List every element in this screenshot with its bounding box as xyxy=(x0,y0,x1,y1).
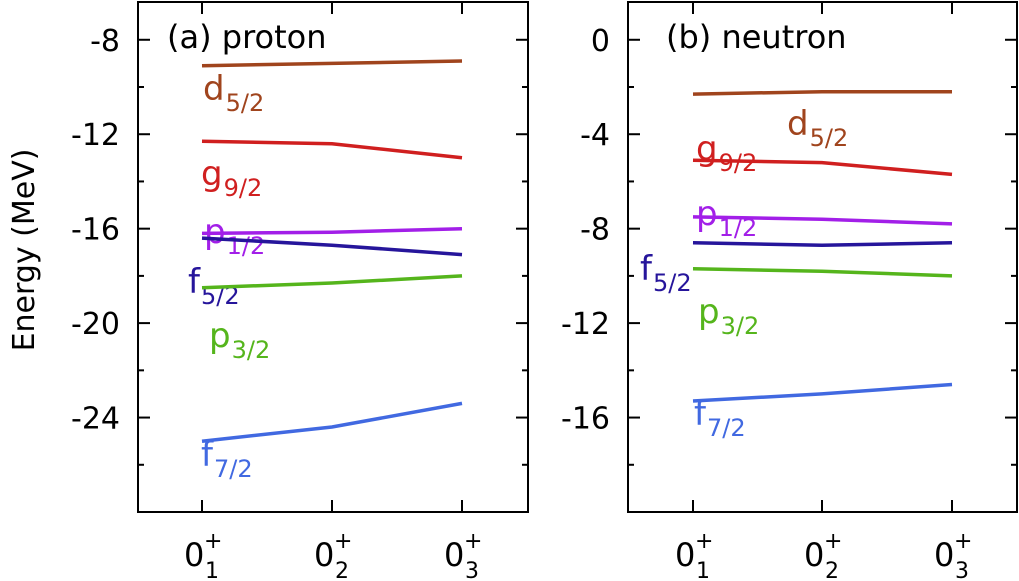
series-label: f7/2 xyxy=(201,435,253,483)
series-line-g9-2 xyxy=(692,158,953,177)
x-tick-label-sub: 2 xyxy=(825,559,839,581)
x-tick-label: 0 xyxy=(314,536,334,574)
y-tick-label: 0 xyxy=(591,24,610,59)
x-tick-label: 0 xyxy=(184,536,204,574)
series-label: d5/2 xyxy=(203,69,264,117)
series-line-d5-2 xyxy=(692,89,952,96)
series-label-sub: 9/2 xyxy=(224,174,263,202)
y-tick-label: -12 xyxy=(561,307,610,342)
series-label-sub: 9/2 xyxy=(719,149,758,177)
series-label: g9/2 xyxy=(201,154,262,202)
series-line-f5-2 xyxy=(201,236,463,257)
series-label-sub: 5/2 xyxy=(810,124,849,152)
x-tick-label-sup: + xyxy=(204,529,222,554)
x-tick-label-sup: + xyxy=(334,529,352,554)
x-tick-label-sup: + xyxy=(954,529,972,554)
series-line-g9-2 xyxy=(201,139,463,160)
y-tick-label: -8 xyxy=(580,213,610,248)
y-tick-label: -16 xyxy=(561,402,610,437)
series-label: g9/2 xyxy=(696,129,757,177)
series-label-sub: 3/2 xyxy=(721,312,760,340)
x-tick-label-sub: 3 xyxy=(955,559,969,581)
panel-title: (b) neutron xyxy=(666,18,847,56)
panel-title: (a) proton xyxy=(167,18,327,56)
panel-neutron: 0-4-8-12-160 +1 0 +2 0 +3(b) neutrond5/2g9/2p… xyxy=(561,1,1018,581)
series-line-d5-2 xyxy=(201,59,463,68)
series-label: d5/2 xyxy=(787,104,848,152)
x-tick-label-sub: 1 xyxy=(205,559,219,581)
series-line-p1-2 xyxy=(201,226,463,236)
y-tick-label: -16 xyxy=(71,213,120,248)
series-line-f7-2 xyxy=(201,401,463,443)
series-label-sub: 5/2 xyxy=(226,89,265,117)
y-axis-title: Energy (MeV) xyxy=(7,149,42,352)
x-tick-label: 0 xyxy=(675,536,695,574)
series-label: p1/2 xyxy=(204,212,265,260)
x-tick-label-sup: + xyxy=(464,529,482,554)
series-line-p1-2 xyxy=(692,215,953,226)
series-label-sub: 7/2 xyxy=(214,455,253,483)
x-tick-label-sup: + xyxy=(695,529,713,554)
series-line-p3-2 xyxy=(692,267,953,278)
series-line-p3-2 xyxy=(201,274,463,290)
panel-proton: -8-12-16-20-240 +1 0 +2 0 +3(a) protond5/2g9/… xyxy=(71,1,529,581)
series-line-f7-2 xyxy=(692,382,953,403)
series-label: f5/2 xyxy=(640,249,692,297)
series-label-sub: 5/2 xyxy=(653,269,692,297)
y-tick-label: -20 xyxy=(71,307,120,342)
series-label: p3/2 xyxy=(209,316,270,364)
x-tick-label: 0 xyxy=(804,536,824,574)
series-label: p3/2 xyxy=(698,292,759,340)
x-tick-label: 0 xyxy=(444,536,464,574)
plot-frame xyxy=(627,1,1018,513)
series-label-sub: 1/2 xyxy=(227,232,266,260)
plot-frame xyxy=(137,1,529,513)
x-tick-label-sup: + xyxy=(824,529,842,554)
y-tick-label: -4 xyxy=(580,118,610,153)
y-tick-label: -24 xyxy=(71,402,120,437)
series-label-sub: 1/2 xyxy=(719,214,758,242)
series-label-sub: 3/2 xyxy=(232,336,271,364)
x-tick-label-sub: 3 xyxy=(465,559,479,581)
x-tick-label-sub: 1 xyxy=(696,559,710,581)
y-tick-label: -12 xyxy=(71,118,120,153)
series-line-f5-2 xyxy=(692,241,953,247)
x-tick-label: 0 xyxy=(934,536,954,574)
x-tick-label-sub: 2 xyxy=(335,559,349,581)
series-label: p1/2 xyxy=(696,194,757,242)
y-tick-label: -8 xyxy=(90,24,120,59)
series-label-sub: 7/2 xyxy=(707,414,746,442)
